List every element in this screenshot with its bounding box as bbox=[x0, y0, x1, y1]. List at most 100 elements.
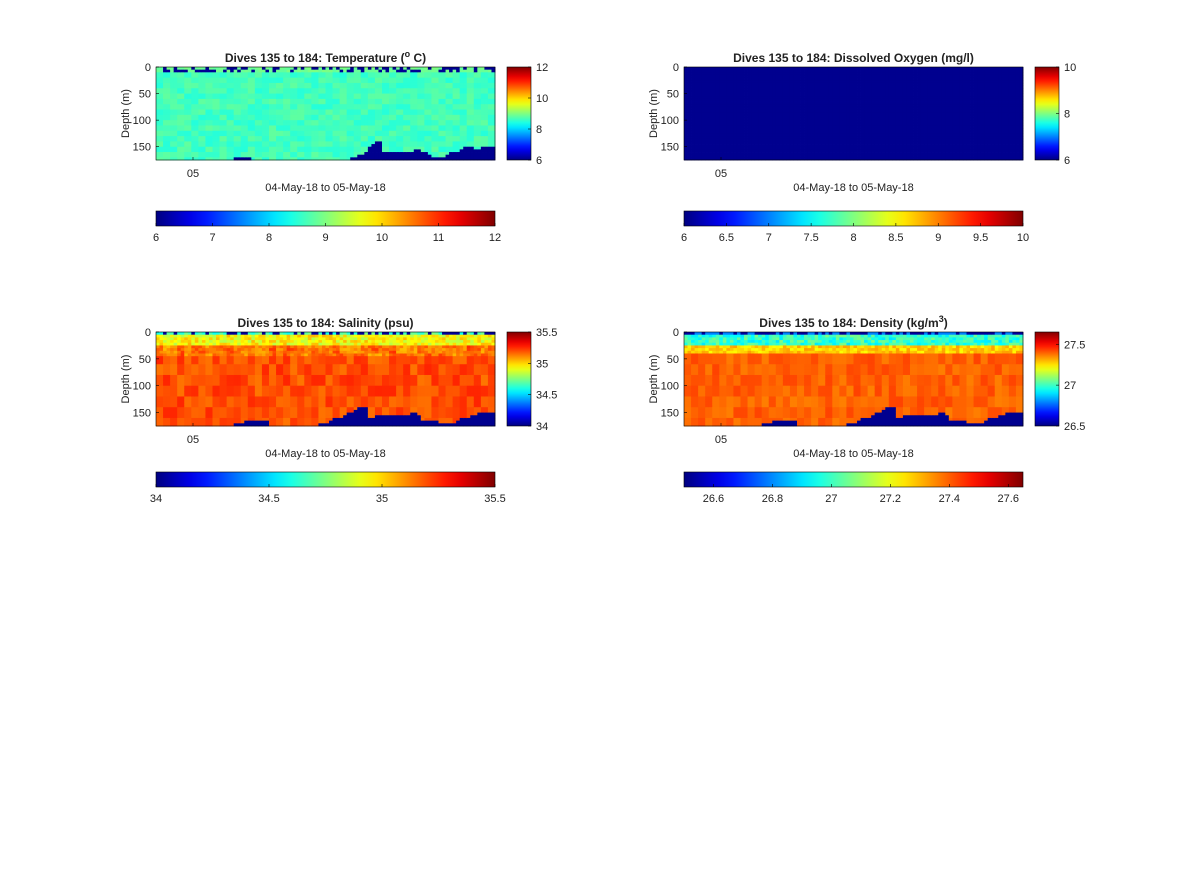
heatmap-cell bbox=[836, 112, 840, 115]
heatmap-cell bbox=[815, 128, 819, 131]
heatmap-cell bbox=[811, 136, 815, 139]
heatmap-cell bbox=[223, 70, 227, 73]
heatmap-cell bbox=[712, 152, 716, 155]
heatmap-cell bbox=[491, 133, 495, 136]
heatmap-cell bbox=[403, 144, 407, 147]
heatmap-cell bbox=[177, 117, 181, 120]
heatmap-cell bbox=[488, 144, 492, 147]
heatmap-cell bbox=[684, 112, 688, 115]
heatmap-cell bbox=[287, 120, 291, 123]
heatmap-cell bbox=[336, 155, 340, 158]
heatmap-cell bbox=[453, 152, 457, 155]
heatmap-cell bbox=[188, 149, 192, 152]
heatmap-cell bbox=[723, 78, 727, 81]
heatmap-cell bbox=[283, 96, 287, 99]
heatmap-cell bbox=[723, 123, 727, 126]
heatmap-cell bbox=[184, 117, 188, 120]
heatmap-cell bbox=[248, 136, 252, 139]
heatmap-cell bbox=[195, 112, 199, 115]
heatmap-cell bbox=[783, 131, 787, 134]
heatmap-cell bbox=[428, 120, 432, 123]
heatmap-cell bbox=[414, 86, 418, 89]
heatmap-cell bbox=[237, 88, 241, 91]
heatmap-cell bbox=[449, 88, 453, 91]
heatmap-cell bbox=[748, 136, 752, 139]
heatmap-cell bbox=[839, 67, 843, 70]
heatmap-cell bbox=[311, 78, 315, 81]
heatmap-cell bbox=[280, 75, 284, 78]
heatmap-cell bbox=[403, 115, 407, 118]
heatmap-cell bbox=[301, 94, 305, 97]
heatmap-cell bbox=[386, 133, 390, 136]
heatmap-cell bbox=[449, 131, 453, 134]
heatmap-cell bbox=[283, 139, 287, 142]
heatmap-cell bbox=[223, 107, 227, 110]
heatmap-cell bbox=[474, 139, 478, 142]
heatmap-cell bbox=[227, 91, 231, 94]
heatmap-cell bbox=[719, 83, 723, 86]
heatmap-cell bbox=[343, 115, 347, 118]
heatmap-cell bbox=[382, 80, 386, 83]
heatmap-cell bbox=[822, 139, 826, 142]
heatmap-cell bbox=[491, 94, 495, 97]
heatmap-cell bbox=[301, 88, 305, 91]
heatmap-cell bbox=[174, 86, 178, 89]
heatmap-cell bbox=[400, 99, 404, 102]
heatmap-cell bbox=[347, 102, 351, 105]
heatmap-cell bbox=[463, 120, 467, 123]
heatmap-cell bbox=[453, 147, 457, 150]
heatmap-cell bbox=[453, 141, 457, 144]
heatmap-cell bbox=[417, 99, 421, 102]
heatmap-cell bbox=[393, 72, 397, 75]
heatmap-cell bbox=[467, 72, 471, 75]
heatmap-cell bbox=[726, 149, 730, 152]
heatmap-cell bbox=[688, 86, 692, 89]
heatmap-cell bbox=[297, 78, 301, 81]
heatmap-cell bbox=[251, 131, 255, 134]
heatmap-cell bbox=[698, 67, 702, 70]
heatmap-cell bbox=[804, 88, 808, 91]
heatmap-cell bbox=[815, 115, 819, 118]
heatmap-cell bbox=[343, 152, 347, 155]
heatmap-cell bbox=[368, 78, 372, 81]
heatmap-cell bbox=[223, 72, 227, 75]
heatmap-cell bbox=[361, 139, 365, 142]
heatmap-cell bbox=[220, 78, 224, 81]
heatmap-cell bbox=[357, 110, 361, 113]
heatmap-cell bbox=[230, 72, 234, 75]
heatmap-cell bbox=[410, 96, 414, 99]
heatmap-cell bbox=[160, 141, 164, 144]
heatmap-cell bbox=[474, 117, 478, 120]
heatmap-cell bbox=[294, 110, 298, 113]
heatmap-cell bbox=[322, 88, 326, 91]
heatmap-cell bbox=[410, 128, 414, 131]
heatmap-cell bbox=[198, 147, 202, 150]
heatmap-cell bbox=[453, 70, 457, 73]
heatmap-cell bbox=[160, 70, 164, 73]
heatmap-cell bbox=[195, 86, 199, 89]
heatmap-cell bbox=[188, 157, 192, 160]
heatmap-cell bbox=[258, 86, 262, 89]
heatmap-cell bbox=[726, 117, 730, 120]
heatmap-cell bbox=[393, 91, 397, 94]
heatmap-cell bbox=[424, 144, 428, 147]
heatmap-cell bbox=[730, 128, 734, 131]
heatmap-cell bbox=[273, 78, 277, 81]
heatmap-cell bbox=[251, 133, 255, 136]
heatmap-cell bbox=[410, 147, 414, 150]
heatmap-cell bbox=[336, 141, 340, 144]
heatmap-cell bbox=[410, 99, 414, 102]
heatmap-cell bbox=[832, 155, 836, 158]
heatmap-cell bbox=[829, 115, 833, 118]
heatmap-cell bbox=[181, 88, 185, 91]
heatmap-cell bbox=[801, 117, 805, 120]
heatmap-cell bbox=[811, 144, 815, 147]
heatmap-cell bbox=[776, 112, 780, 115]
heatmap-cell bbox=[410, 117, 414, 120]
heatmap-cell bbox=[251, 144, 255, 147]
heatmap-cell bbox=[234, 83, 238, 86]
heatmap-cell bbox=[698, 96, 702, 99]
heatmap-cell bbox=[311, 136, 315, 139]
heatmap-cell bbox=[446, 107, 450, 110]
heatmap-cell bbox=[336, 83, 340, 86]
